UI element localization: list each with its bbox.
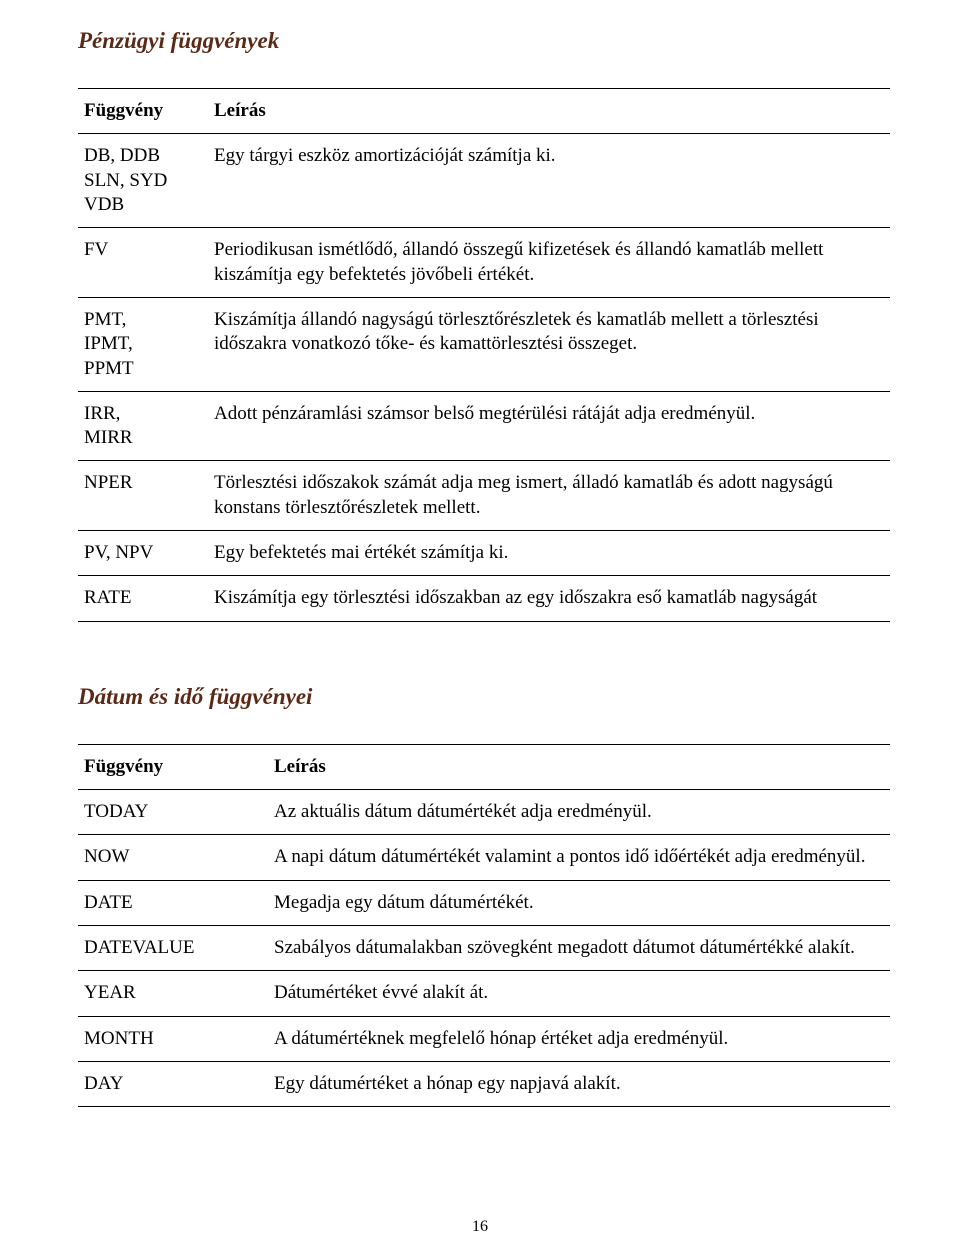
desc-cell: Egy tárgyi eszköz amortizációját számítj… <box>208 134 890 228</box>
desc-cell: Adott pénzáramlási számsor belső megtérü… <box>208 391 890 461</box>
table-row: DAY Egy dátumértéket a hónap egy napjavá… <box>78 1061 890 1106</box>
section-gap <box>78 622 890 684</box>
fn-cell: MONTH <box>78 1016 268 1061</box>
section1-title: Pénzügyi függvények <box>78 28 890 54</box>
header-desc: Leírás <box>268 744 890 789</box>
table-row: PV, NPV Egy befektetés mai értékét számí… <box>78 531 890 576</box>
fn-cell: TODAY <box>78 790 268 835</box>
table-row: IRR,MIRR Adott pénzáramlási számsor bels… <box>78 391 890 461</box>
header-fn: Függvény <box>78 744 268 789</box>
section2-title: Dátum és idő függvényei <box>78 684 890 710</box>
fn-cell: NOW <box>78 835 268 880</box>
desc-cell: Megadja egy dátum dátumértékét. <box>268 880 890 925</box>
header-desc: Leírás <box>208 89 890 134</box>
fn-cell: FV <box>78 228 208 298</box>
table-row: DATE Megadja egy dátum dátumértékét. <box>78 880 890 925</box>
desc-cell: Dátumértéket évvé alakít át. <box>268 971 890 1016</box>
table-row: NOW A napi dátum dátumértékét valamint a… <box>78 835 890 880</box>
fn-cell: PV, NPV <box>78 531 208 576</box>
desc-cell: Szabályos dátumalakban szövegként megado… <box>268 925 890 970</box>
desc-cell: Periodikusan ismétlődő, állandó összegű … <box>208 228 890 298</box>
desc-cell: A napi dátum dátumértékét valamint a pon… <box>268 835 890 880</box>
desc-cell: Kiszámítja állandó nagyságú törlesztőrés… <box>208 297 890 391</box>
table-row: NPER Törlesztési időszakok számát adja m… <box>78 461 890 531</box>
page: Pénzügyi függvények Függvény Leírás DB, … <box>0 0 960 1252</box>
desc-cell: Törlesztési időszakok számát adja meg is… <box>208 461 890 531</box>
table-row: PMT,IPMT,PPMT Kiszámítja állandó nagyság… <box>78 297 890 391</box>
table-row: YEAR Dátumértéket évvé alakít át. <box>78 971 890 1016</box>
fn-cell: DATEVALUE <box>78 925 268 970</box>
table-row: DB, DDBSLN, SYDVDB Egy tárgyi eszköz amo… <box>78 134 890 228</box>
table-row: RATE Kiszámítja egy törlesztési időszakb… <box>78 576 890 621</box>
fn-cell: DAY <box>78 1061 268 1106</box>
table-row: TODAY Az aktuális dátum dátumértékét adj… <box>78 790 890 835</box>
table-header-row: Függvény Leírás <box>78 744 890 789</box>
fn-cell: PMT,IPMT,PPMT <box>78 297 208 391</box>
table-header-row: Függvény Leírás <box>78 89 890 134</box>
table-row: MONTH A dátumértéknek megfelelő hónap ér… <box>78 1016 890 1061</box>
header-fn: Függvény <box>78 89 208 134</box>
fn-cell: DB, DDBSLN, SYDVDB <box>78 134 208 228</box>
fn-cell: RATE <box>78 576 208 621</box>
desc-cell: Egy befektetés mai értékét számítja ki. <box>208 531 890 576</box>
page-number: 16 <box>0 1218 960 1236</box>
table-datetime: Függvény Leírás TODAY Az aktuális dátum … <box>78 744 890 1108</box>
table-row: FV Periodikusan ismétlődő, állandó össze… <box>78 228 890 298</box>
desc-cell: Az aktuális dátum dátumértékét adja ered… <box>268 790 890 835</box>
desc-cell: A dátumértéknek megfelelő hónap értéket … <box>268 1016 890 1061</box>
table-row: DATEVALUE Szabályos dátumalakban szövegk… <box>78 925 890 970</box>
desc-cell: Egy dátumértéket a hónap egy napjavá ala… <box>268 1061 890 1106</box>
fn-cell: DATE <box>78 880 268 925</box>
fn-cell: NPER <box>78 461 208 531</box>
desc-cell: Kiszámítja egy törlesztési időszakban az… <box>208 576 890 621</box>
fn-cell: YEAR <box>78 971 268 1016</box>
table-financial: Függvény Leírás DB, DDBSLN, SYDVDB Egy t… <box>78 88 890 622</box>
fn-cell: IRR,MIRR <box>78 391 208 461</box>
